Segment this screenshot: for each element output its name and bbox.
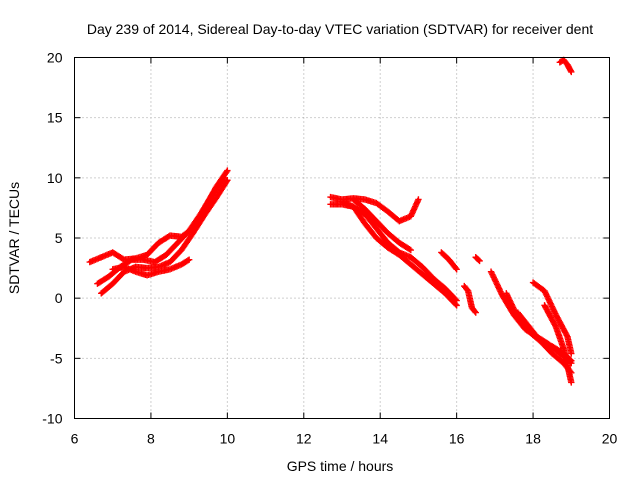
data-point: [415, 196, 422, 203]
y-tick-label: 5: [55, 230, 63, 246]
series-arc-16: [541, 302, 575, 386]
chart-title: Day 239 of 2014, Sidereal Day-to-day VTE…: [87, 21, 593, 37]
x-tick-label: 14: [372, 431, 388, 447]
y-tick-label: 10: [47, 170, 63, 186]
series-arc-15: [529, 279, 575, 357]
x-tick-label: 10: [220, 431, 236, 447]
x-tick-label: 12: [296, 431, 312, 447]
data-point: [185, 256, 193, 263]
series-arc-11: [472, 254, 483, 265]
data-point-interp: [223, 178, 230, 185]
data-point-interp: [219, 175, 226, 183]
data-point-interp: [452, 301, 459, 308]
x-tick-label: 8: [147, 431, 155, 447]
y-tick-label: -10: [42, 411, 62, 427]
series-arc-8: [350, 196, 414, 254]
data-point: [472, 309, 479, 316]
series-arc-9: [438, 249, 460, 273]
data-point: [568, 350, 575, 357]
data-point: [568, 68, 575, 76]
data-point-interp: [563, 332, 570, 339]
series-arc-4: [109, 256, 193, 279]
data-point-interp: [223, 168, 230, 176]
data-point: [568, 379, 575, 386]
y-tick-label: 15: [47, 110, 63, 126]
x-axis-label: GPS time / hours: [287, 458, 394, 474]
x-tick-label: 18: [525, 431, 541, 447]
y-tick-label: 20: [47, 50, 63, 66]
data-point-interp: [184, 257, 192, 264]
series-arc-5: [327, 193, 422, 225]
data-point: [453, 302, 460, 309]
data-point: [224, 167, 231, 174]
series-arc-1: [86, 167, 231, 266]
data-point: [407, 246, 414, 254]
plot-frame: [74, 57, 610, 419]
data-point: [224, 177, 231, 184]
series-arc-10: [461, 282, 479, 316]
x-tick-labels: 6 8 10 12 14 16 18 20: [71, 431, 618, 447]
series-arc-17: [556, 56, 575, 76]
y-tick-label: -5: [50, 350, 63, 366]
data-point-interp: [475, 256, 482, 264]
series-arc-7: [338, 198, 460, 309]
series-arc-3: [98, 177, 231, 297]
data-point: [453, 266, 460, 273]
data-point-interp: [471, 308, 478, 315]
y-tick-labels: -10 -5 0 5 10 15 20: [42, 50, 62, 427]
y-axis-label: SDTVAR / TECUs: [6, 182, 22, 294]
data-points: [86, 56, 575, 386]
data-point-interp: [452, 264, 459, 272]
x-tick-label: 20: [602, 431, 618, 447]
data-point: [476, 257, 483, 265]
x-tick-label: 6: [71, 431, 79, 447]
grid: [74, 57, 610, 419]
x-tick-label: 16: [449, 431, 465, 447]
y-tick-label: 0: [55, 290, 63, 306]
data-point-interp: [406, 246, 413, 253]
data-point: [220, 174, 227, 182]
